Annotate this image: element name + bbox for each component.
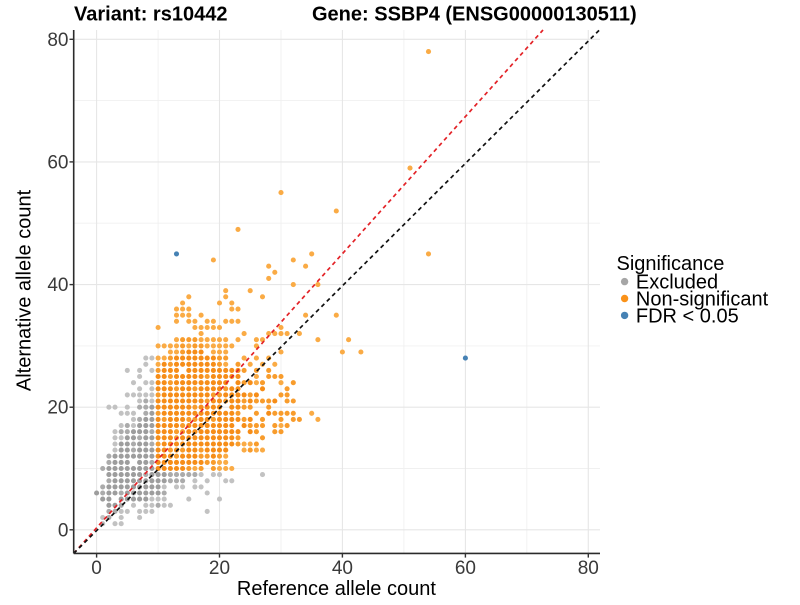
svg-text:Excluded: Excluded <box>636 272 718 294</box>
svg-text:20: 20 <box>209 558 230 579</box>
svg-text:Variant: rs10442: Variant: rs10442 <box>74 4 227 26</box>
svg-text:40: 40 <box>332 558 353 579</box>
svg-text:Gene: SSBP4 (ENSG00000130511): Gene: SSBP4 (ENSG00000130511) <box>312 4 637 26</box>
svg-text:20: 20 <box>47 398 68 419</box>
svg-text:0: 0 <box>91 558 102 579</box>
svg-text:FDR < 0.05: FDR < 0.05 <box>636 305 739 327</box>
svg-text:60: 60 <box>455 558 476 579</box>
svg-text:0: 0 <box>58 520 69 541</box>
svg-text:80: 80 <box>47 30 68 51</box>
svg-text:Reference allele count: Reference allele count <box>237 578 436 600</box>
svg-text:80: 80 <box>578 558 599 579</box>
svg-text:Significance: Significance <box>617 253 725 275</box>
svg-text:40: 40 <box>47 275 68 296</box>
svg-text:Non-significant: Non-significant <box>636 288 769 310</box>
svg-text:60: 60 <box>47 152 68 173</box>
svg-text:Alternative allele count: Alternative allele count <box>14 189 36 391</box>
